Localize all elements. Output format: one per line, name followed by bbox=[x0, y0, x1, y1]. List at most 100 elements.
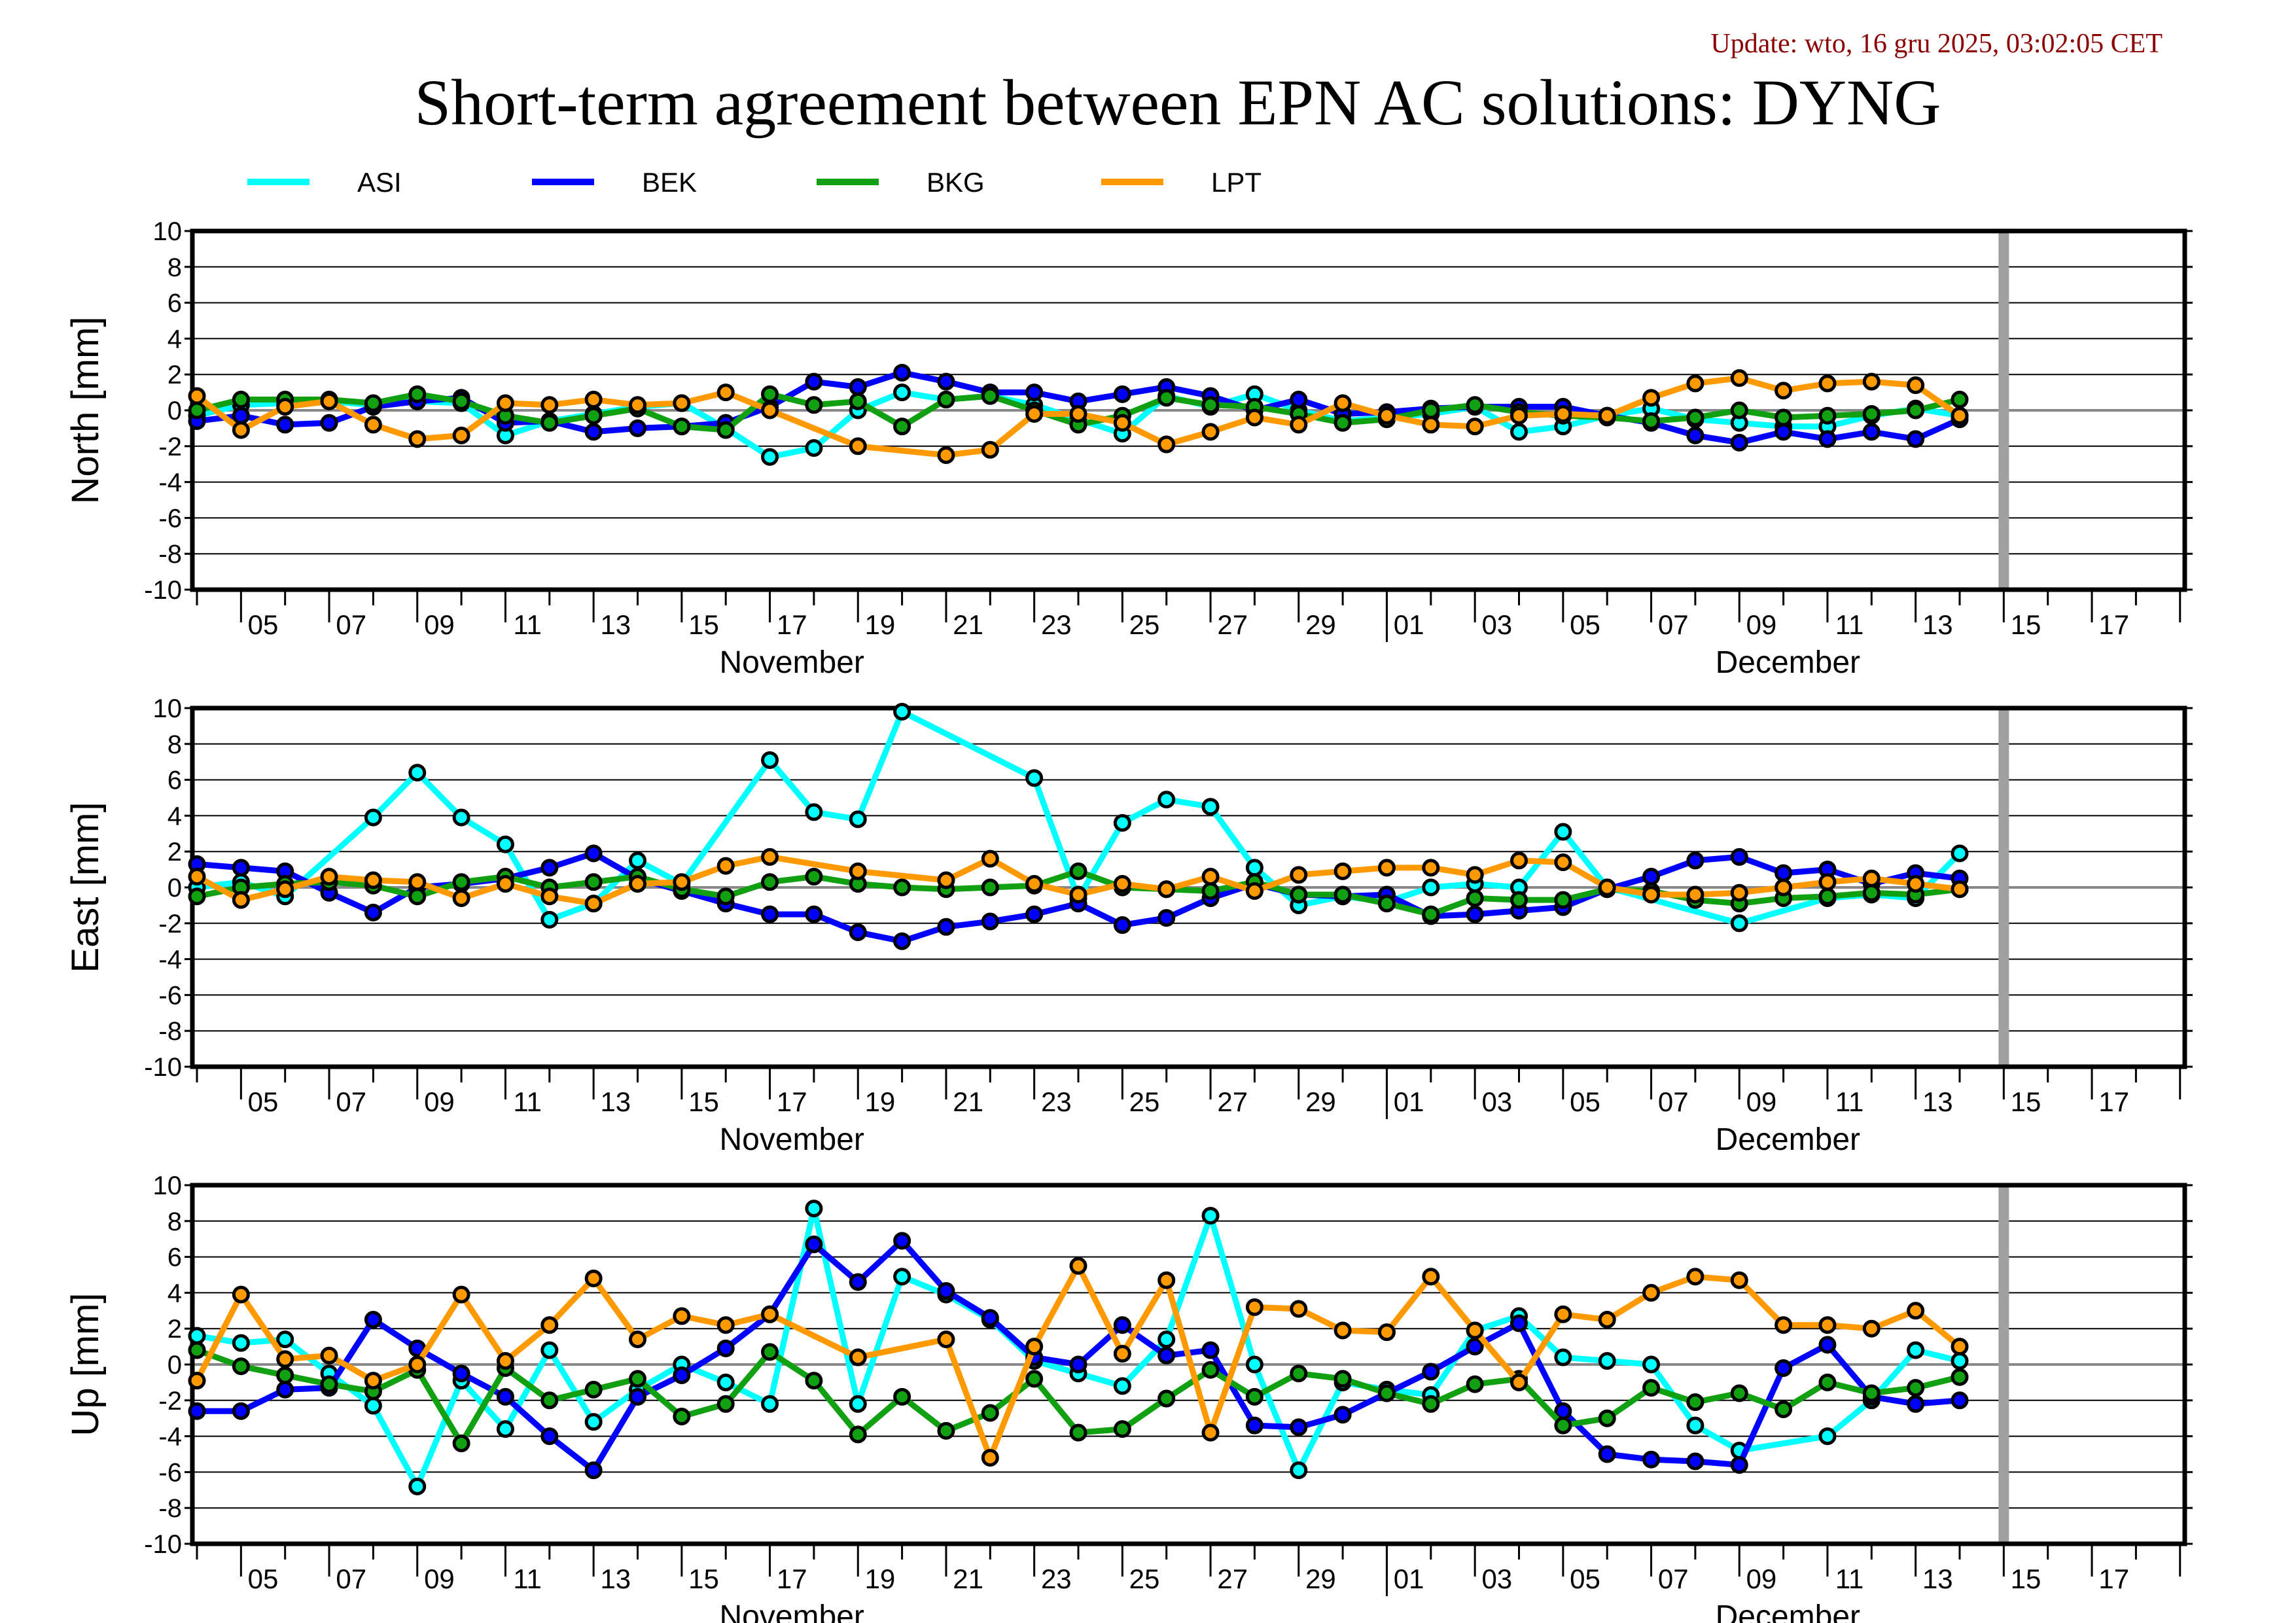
data-point-lpt bbox=[1422, 859, 1440, 877]
xtick-label: 15 bbox=[2011, 1563, 2041, 1594]
data-point-asi bbox=[1201, 1207, 1220, 1225]
data-point-lpt bbox=[1157, 435, 1176, 454]
data-point-bkg bbox=[1686, 1393, 1704, 1412]
month-label-december: December bbox=[1716, 645, 1860, 680]
data-point-lpt bbox=[1730, 1271, 1748, 1289]
xtick-label: 15 bbox=[2011, 1086, 2041, 1117]
data-point-bek bbox=[1466, 1338, 1484, 1356]
data-point-bek bbox=[1775, 1359, 1793, 1377]
xtick-label: 27 bbox=[1217, 1563, 1248, 1594]
data-point-lpt bbox=[408, 1355, 427, 1374]
ytick-label: 2 bbox=[168, 1315, 182, 1344]
data-point-lpt bbox=[320, 392, 338, 410]
data-point-bek bbox=[1686, 1452, 1704, 1471]
xtick-label: 03 bbox=[1481, 1086, 1512, 1117]
xtick-label: 11 bbox=[1835, 1086, 1864, 1117]
data-point-lpt bbox=[188, 1372, 206, 1390]
xtick-label: 29 bbox=[1305, 1086, 1336, 1117]
data-point-lpt bbox=[849, 862, 867, 880]
data-point-bek bbox=[1157, 909, 1176, 927]
xtick-label: 09 bbox=[1746, 1086, 1777, 1117]
data-point-bkg bbox=[716, 887, 735, 906]
data-point-lpt bbox=[408, 873, 427, 891]
data-point-lpt bbox=[716, 857, 735, 875]
data-point-bkg bbox=[1201, 396, 1220, 414]
data-point-lpt bbox=[1025, 404, 1044, 423]
data-point-bek bbox=[1113, 916, 1131, 935]
data-point-bkg bbox=[276, 1366, 294, 1384]
data-point-lpt bbox=[1686, 1268, 1704, 1286]
data-point-lpt bbox=[1333, 1321, 1352, 1340]
data-point-bek bbox=[496, 1387, 514, 1406]
data-point-lpt bbox=[1069, 404, 1087, 423]
data-point-lpt bbox=[761, 847, 779, 866]
data-point-bek bbox=[849, 378, 867, 396]
data-point-bek bbox=[1862, 423, 1881, 441]
data-point-lpt bbox=[1201, 1423, 1220, 1442]
xtick-label: 09 bbox=[424, 1563, 455, 1594]
data-point-lpt bbox=[1862, 1319, 1881, 1338]
data-point-lpt bbox=[364, 871, 382, 889]
data-point-lpt bbox=[1775, 878, 1793, 897]
data-point-lpt bbox=[1818, 873, 1837, 891]
data-point-asi bbox=[584, 1413, 603, 1431]
data-point-bkg bbox=[716, 1395, 735, 1413]
data-point-bek bbox=[1907, 430, 1925, 448]
data-point-bkg bbox=[1862, 1384, 1881, 1402]
series-lpt bbox=[188, 1257, 1969, 1467]
data-point-bek bbox=[1201, 1341, 1220, 1359]
data-point-lpt bbox=[320, 1346, 338, 1364]
data-point-bkg bbox=[1333, 414, 1352, 432]
xtick-label: 15 bbox=[688, 1086, 719, 1117]
xtick-label: 23 bbox=[1041, 609, 1072, 640]
data-point-lpt bbox=[188, 868, 206, 886]
data-point-lpt bbox=[188, 387, 206, 405]
data-point-bek bbox=[1510, 1314, 1528, 1332]
data-point-bkg bbox=[452, 873, 470, 891]
xtick-label: 13 bbox=[600, 1563, 631, 1594]
data-point-bek bbox=[981, 1309, 999, 1327]
data-point-lpt bbox=[232, 421, 250, 439]
xtick-label: 29 bbox=[1305, 609, 1336, 640]
data-point-bek bbox=[1730, 1455, 1748, 1474]
data-point-lpt bbox=[1862, 869, 1881, 887]
data-point-lpt bbox=[849, 1348, 867, 1366]
data-point-bkg bbox=[849, 392, 867, 410]
data-point-asi bbox=[849, 810, 867, 829]
data-point-lpt bbox=[496, 875, 514, 893]
ytick-label: -4 bbox=[158, 946, 182, 974]
data-point-bkg bbox=[188, 401, 206, 419]
data-point-asi bbox=[1951, 1352, 1969, 1370]
data-point-lpt bbox=[673, 873, 691, 891]
data-point-lpt bbox=[1862, 372, 1881, 391]
data-point-lpt bbox=[761, 401, 779, 419]
data-point-bkg bbox=[1245, 1387, 1263, 1406]
xtick-label: 29 bbox=[1305, 1563, 1336, 1594]
data-point-lpt bbox=[716, 383, 735, 402]
data-point-lpt bbox=[1290, 866, 1308, 884]
xtick-label: 11 bbox=[1835, 609, 1864, 640]
data-point-bkg bbox=[1818, 406, 1837, 425]
month-label-december: December bbox=[1716, 1599, 1860, 1623]
data-point-asi bbox=[1510, 423, 1528, 441]
xtick-label: 23 bbox=[1041, 1563, 1072, 1594]
data-point-bek bbox=[188, 1402, 206, 1420]
xtick-label: 11 bbox=[513, 1563, 542, 1594]
ytick-label: 6 bbox=[168, 1243, 182, 1272]
data-point-bkg bbox=[805, 868, 823, 886]
chart-title: Short-term agreement between EPN AC solu… bbox=[415, 66, 1941, 139]
data-point-asi bbox=[1245, 1355, 1263, 1374]
xtick-label: 11 bbox=[1835, 1563, 1864, 1594]
xtick-label: 11 bbox=[513, 1086, 542, 1117]
xtick-label: 13 bbox=[1922, 609, 1953, 640]
data-point-lpt bbox=[1554, 853, 1572, 872]
data-point-bek bbox=[716, 1339, 735, 1357]
data-point-lpt bbox=[1686, 885, 1704, 904]
legend: ASI BEK BKG LPT bbox=[247, 167, 1262, 198]
xtick-label: 17 bbox=[2098, 1086, 2129, 1117]
data-point-asi bbox=[893, 702, 911, 721]
data-point-bkg bbox=[1554, 891, 1572, 909]
xtick-label: 07 bbox=[336, 1086, 366, 1117]
ytick-label: -6 bbox=[158, 1458, 182, 1487]
